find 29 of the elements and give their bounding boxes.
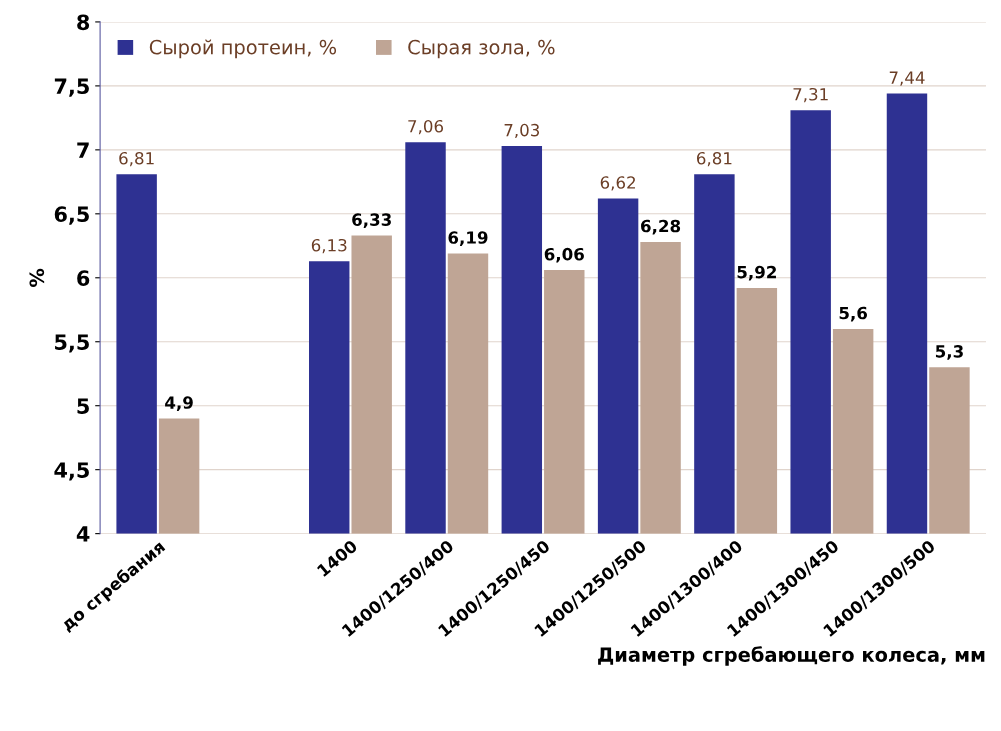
data-label: 5,6: [839, 306, 868, 322]
y-axis-title: %: [29, 268, 45, 287]
data-label: 6,28: [641, 219, 681, 235]
data-label: 7,31: [793, 87, 828, 103]
data-label: 6,33: [352, 213, 391, 229]
y-tick-label: 6: [77, 270, 90, 286]
data-label: 7,44: [889, 71, 925, 86]
data-label: 6,81: [119, 151, 154, 167]
data-label: 5,3: [935, 345, 963, 360]
legend-label: Сырой протеин, %: [149, 39, 337, 59]
data-label: 7,03: [504, 123, 540, 139]
x-axis-title: Диаметр сгребающего колеса, мм: [598, 646, 985, 666]
data-label: 6,81: [697, 151, 732, 167]
data-label: 5,92: [737, 265, 776, 281]
legend-label: Сырая зола, %: [408, 39, 555, 59]
data-label: 6,62: [600, 176, 635, 191]
y-tick-label: 5: [77, 398, 89, 414]
data-label: 6,19: [448, 231, 488, 246]
y-tick-label: 8: [77, 14, 90, 31]
y-tick-label: 6,5: [54, 206, 89, 225]
data-label: 7,06: [408, 119, 444, 135]
y-tick-label: 5,5: [55, 334, 89, 353]
y-tick-label: 7: [77, 142, 89, 158]
y-tick-label: 4,5: [54, 462, 89, 481]
y-tick-label: 7,5: [54, 78, 89, 97]
data-label: 4,9: [165, 396, 193, 411]
data-label: 6,06: [544, 247, 584, 263]
y-tick-label: 4: [76, 526, 90, 542]
data-label: 6,13: [311, 238, 347, 254]
